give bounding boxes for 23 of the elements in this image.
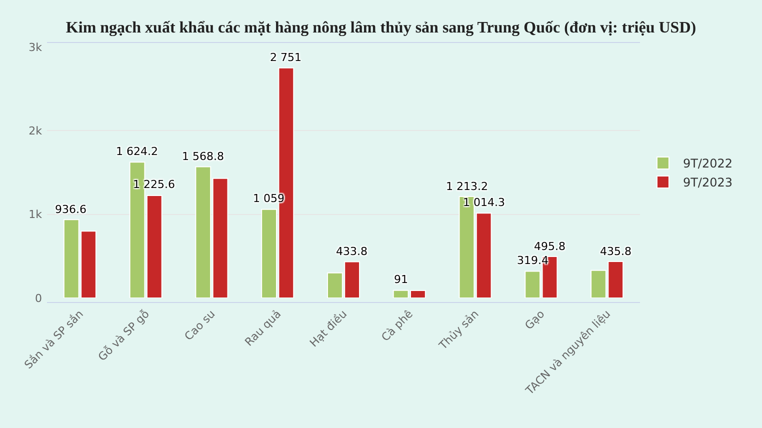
legend-label: 9T/2022 <box>682 156 733 171</box>
y-tick-label: 1k <box>28 208 43 222</box>
data-label: 495.8 <box>534 240 566 253</box>
x-tick-label: Gạo <box>522 307 548 332</box>
data-label: 1 624.2 <box>116 145 158 158</box>
data-label: 936.6 <box>55 203 86 216</box>
data-label: 2 751 <box>270 51 302 64</box>
data-label: 433.8 <box>336 245 368 258</box>
x-tick-label: Cao su <box>182 308 218 344</box>
data-label: 435.8 <box>600 245 632 258</box>
x-tick-label: Sắn và SP sắn <box>22 308 86 372</box>
y-tick-label: 2k <box>28 124 43 138</box>
x-tick-label: Gỗ và SP gỗ <box>96 307 152 364</box>
data-label: 1 225.6 <box>133 178 175 191</box>
data-label: 91 <box>394 273 408 286</box>
data-label: 1 568.8 <box>182 150 224 163</box>
y-tick-label: 0 <box>35 292 42 305</box>
legend-label: 9T/2023 <box>682 176 733 190</box>
x-tick-label: Rau quả <box>242 308 284 349</box>
chart-title: Kim ngạch xuất khẩu các mặt hàng nông lâm thủy sản sang Trung Quốc (đơn vị: triệu USD) <box>66 20 696 37</box>
data-label: 1 213.2 <box>446 180 488 193</box>
data-label: 1 014.3 <box>463 196 505 209</box>
y-tick-label: 3k <box>28 40 43 54</box>
